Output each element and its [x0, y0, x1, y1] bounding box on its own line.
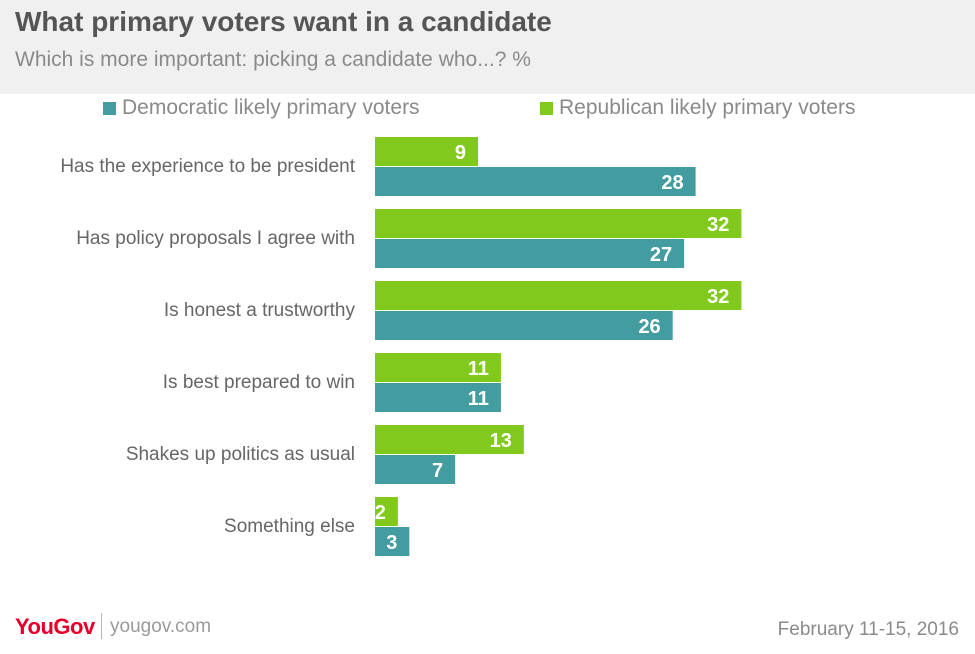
- bar-democratic: [375, 383, 501, 412]
- footer-url: yougov.com: [110, 616, 212, 637]
- bar-republican: [375, 425, 524, 454]
- legend-item-republican: Republican likely primary voters: [540, 96, 855, 120]
- bar-democratic: [375, 527, 410, 556]
- chart-title: What primary voters want in a candidate: [15, 6, 552, 37]
- data-label-republican: 9: [455, 142, 466, 164]
- chart-header: What primary voters want in a candidate …: [0, 0, 975, 94]
- yougov-logo: YouGov: [15, 614, 95, 639]
- data-label-republican: 13: [490, 430, 512, 452]
- data-label-republican: 11: [468, 358, 489, 380]
- legend-label-republican: Republican likely primary voters: [559, 96, 856, 119]
- category-label: Is best prepared to win: [163, 372, 355, 393]
- data-label-democratic: 3: [386, 532, 397, 554]
- bar-republican: [375, 137, 479, 166]
- data-label-democratic: 7: [432, 460, 443, 482]
- data-label-democratic: 11: [468, 388, 489, 410]
- bar-republican: [375, 353, 501, 382]
- legend-swatch-republican: [540, 101, 553, 115]
- legend-item-democratic: Democratic likely primary voters: [103, 96, 420, 120]
- bar-republican: [375, 281, 742, 310]
- bar-democratic: [375, 167, 696, 196]
- data-label-democratic: 26: [638, 316, 660, 338]
- data-label-republican: 32: [707, 286, 729, 308]
- footer-divider: [101, 613, 102, 639]
- data-label-democratic: 28: [661, 172, 683, 194]
- category-label: Is honest a trustworthy: [164, 300, 356, 321]
- bar-democratic: [375, 455, 456, 484]
- survey-date: February 11-15, 2016: [777, 619, 959, 640]
- category-label: Something else: [224, 516, 355, 537]
- chart-subtitle: Which is more important: picking a candi…: [15, 48, 531, 71]
- chart-legend: Democratic likely primary voters Republi…: [0, 96, 975, 124]
- bar-republican: [375, 209, 742, 238]
- bar-republican: [375, 497, 398, 526]
- category-label: Shakes up politics as usual: [126, 444, 355, 465]
- data-label-republican: 2: [375, 502, 386, 524]
- bar-chart: Has the experience to be president 9 28 Has…: [60, 137, 742, 556]
- legend-swatch-democratic: [103, 101, 116, 115]
- bar-democratic: [375, 311, 673, 340]
- category-label: Has policy proposals I agree with: [76, 228, 355, 249]
- legend-label-democratic: Democratic likely primary voters: [122, 96, 420, 119]
- bar-democratic: [375, 239, 685, 268]
- data-label-democratic: 27: [650, 244, 672, 266]
- category-label: Has the experience to be president: [60, 156, 355, 177]
- data-label-republican: 32: [707, 214, 729, 236]
